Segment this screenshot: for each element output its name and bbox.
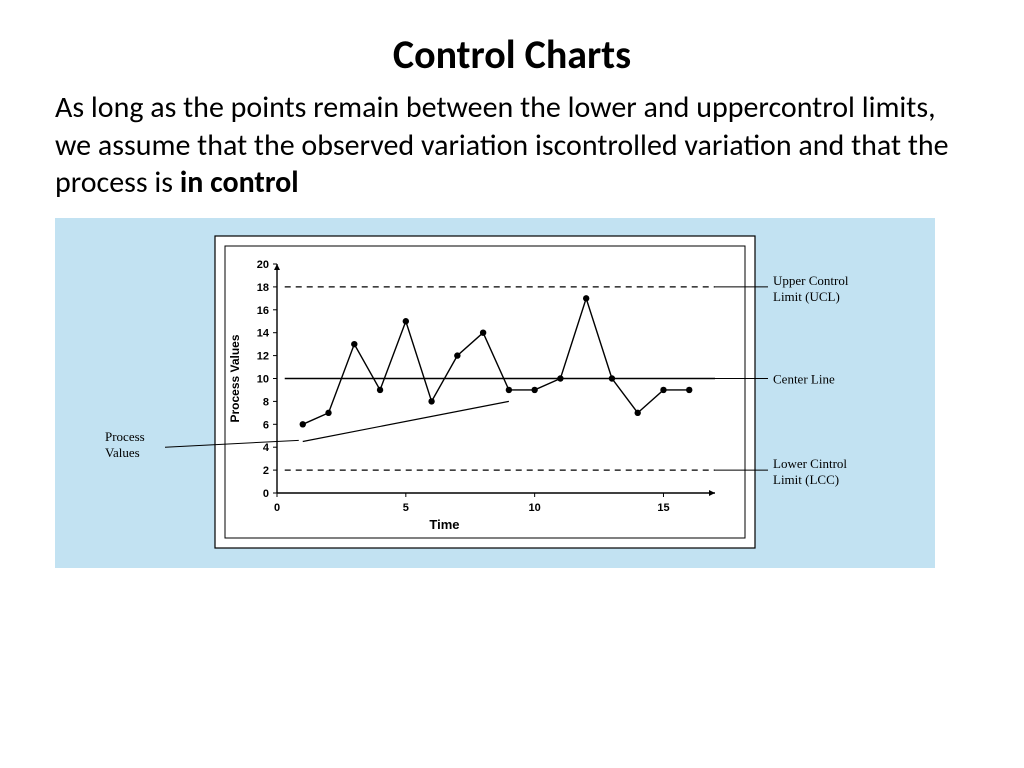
svg-text:Lower Cintrol: Lower Cintrol: [773, 456, 847, 471]
svg-text:Limit (UCL): Limit (UCL): [773, 288, 840, 303]
svg-text:10: 10: [257, 373, 269, 385]
svg-text:16: 16: [257, 304, 269, 316]
svg-text:2: 2: [263, 465, 269, 477]
svg-text:15: 15: [657, 502, 669, 514]
svg-text:8: 8: [263, 396, 269, 408]
page-title: Control Charts: [55, 30, 969, 79]
svg-text:Center Line: Center Line: [773, 371, 835, 386]
svg-text:0: 0: [263, 488, 269, 500]
paragraph-bold: in control: [180, 164, 299, 201]
svg-text:4: 4: [263, 442, 270, 454]
body-paragraph: As long as the points remain between the…: [55, 89, 969, 202]
control-chart-figure: 0 2 4 6 8 10 12 14 16 18 20 0 5 10 15 Time Process Value…: [55, 218, 935, 568]
svg-text:Values: Values: [105, 445, 140, 460]
svg-text:18: 18: [257, 281, 269, 293]
svg-text:6: 6: [263, 419, 269, 431]
svg-text:Time: Time: [429, 517, 459, 532]
svg-text:Limit (LCC): Limit (LCC): [773, 472, 839, 487]
svg-text:10: 10: [529, 502, 541, 514]
svg-text:12: 12: [257, 350, 269, 362]
svg-text:0: 0: [274, 502, 280, 514]
svg-text:Process: Process: [105, 429, 145, 444]
svg-text:5: 5: [403, 502, 409, 514]
svg-text:Upper Control: Upper Control: [773, 272, 849, 287]
svg-text:Process Values: Process Values: [228, 334, 242, 422]
svg-text:14: 14: [257, 327, 270, 339]
svg-text:20: 20: [257, 259, 269, 271]
